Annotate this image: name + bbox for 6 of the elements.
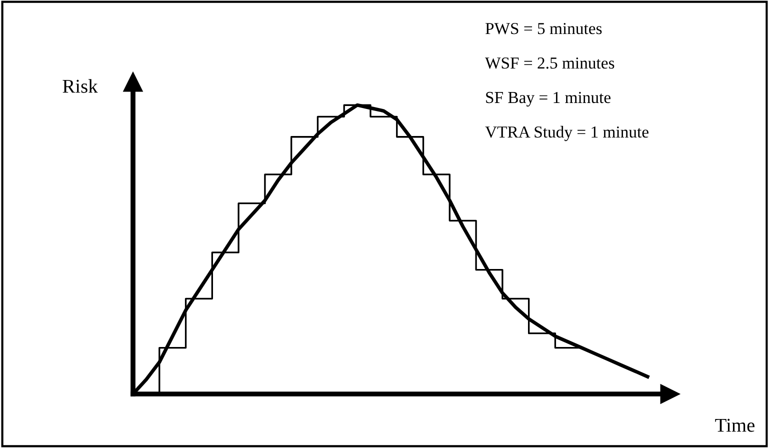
x-axis-title: Time: [715, 418, 755, 432]
text: PWS = 5 minutes: [485, 22, 602, 34]
y-axis-title: Risk: [62, 79, 98, 93]
annotation: VTRA Study = 1 minute: [485, 126, 648, 142]
annotation: SF Bay = 1 minute: [486, 92, 610, 107]
text: WSF = 2.5 minutes: [485, 57, 614, 69]
